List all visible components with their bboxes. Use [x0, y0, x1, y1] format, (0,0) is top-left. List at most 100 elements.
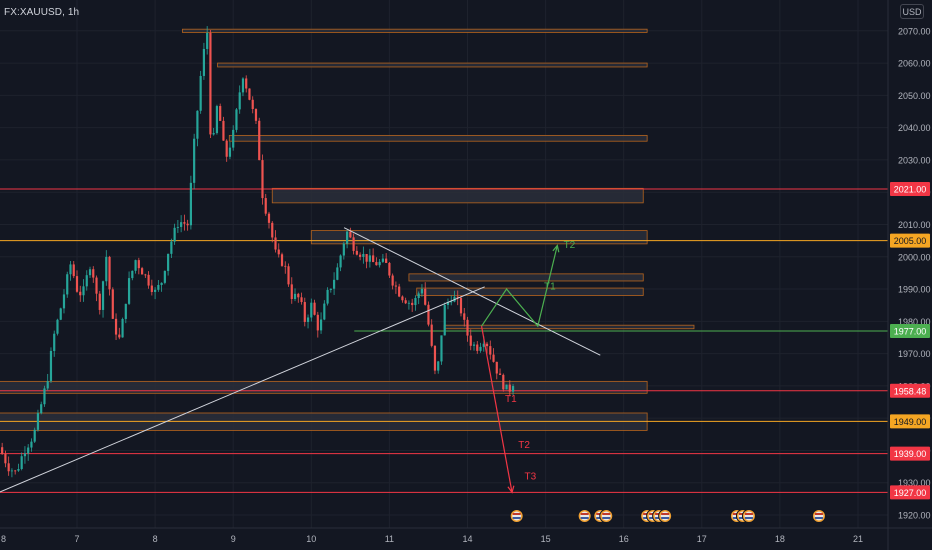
candle-body — [466, 319, 469, 336]
bull-target-label: T1 — [544, 282, 556, 293]
supply-demand-zones — [0, 28, 695, 431]
symbol-title[interactable]: FX:XAUUSD, 1h — [4, 7, 80, 18]
time-tick-label: 18 — [775, 534, 785, 544]
price-zone — [228, 134, 648, 142]
candle-body — [404, 300, 407, 304]
time-tick-label: 9 — [231, 534, 236, 544]
price-tick-label: 1980.00 — [898, 317, 931, 327]
time-tick-label: 14 — [462, 534, 472, 544]
candle-body — [23, 453, 27, 457]
event-flag-stripe — [602, 517, 611, 519]
candle-body — [450, 301, 453, 303]
level-price-tag-label: 1949.00 — [894, 417, 927, 427]
time-tick-label: 10 — [306, 534, 316, 544]
candle-body — [4, 454, 7, 464]
event-flags — [509, 509, 826, 523]
candle-body — [293, 293, 297, 300]
event-flag-face — [580, 511, 590, 521]
level-price-tag — [890, 485, 930, 500]
event-flag-stripe — [744, 513, 753, 515]
event-flag-icon[interactable] — [658, 509, 673, 523]
candle-body — [193, 138, 196, 183]
level-price-tag-label: 2005.00 — [894, 236, 927, 246]
candle-body — [433, 345, 437, 371]
event-flag-icon[interactable] — [509, 509, 524, 523]
grid — [0, 0, 888, 528]
candle-body — [127, 278, 131, 304]
candle-body — [489, 346, 492, 355]
candle-body — [43, 388, 46, 405]
candle-body — [7, 463, 10, 472]
event-flag-icon[interactable] — [577, 509, 592, 523]
bull-projection-arrowhead — [552, 244, 560, 253]
candle-body — [131, 270, 134, 279]
candle-body — [33, 429, 36, 442]
candle-body — [111, 289, 114, 319]
bear-projection-arrowhead — [507, 485, 515, 494]
candle-body — [95, 277, 98, 294]
candle-body — [388, 262, 391, 276]
candle-body — [228, 147, 232, 157]
bear-target-label: T2 — [518, 440, 530, 451]
level-price-tag-label: 1977.00 — [894, 327, 927, 337]
candle-body — [284, 265, 287, 267]
candle-body — [167, 253, 170, 271]
time-tick-label: 8 — [1, 534, 6, 544]
level-price-tag-label: 1958.48 — [894, 386, 927, 396]
candlesticks — [1, 26, 515, 478]
candle-body — [154, 289, 157, 292]
candle-body — [215, 106, 219, 134]
time-tick-label: 17 — [697, 534, 707, 544]
candle-body — [345, 231, 349, 244]
candle-body — [297, 293, 300, 298]
candle-body — [495, 361, 498, 374]
candle-body — [267, 213, 271, 223]
candle-body — [271, 222, 274, 238]
candle-body — [170, 241, 173, 254]
candle-body — [274, 237, 277, 250]
time-tick-label: 16 — [619, 534, 629, 544]
price-zone — [182, 28, 648, 33]
candle-body — [498, 373, 502, 375]
event-flag-icon[interactable] — [741, 509, 756, 523]
candle-body — [144, 274, 147, 276]
price-tick-label: 2040.00 — [898, 123, 931, 133]
event-flag-icon[interactable] — [811, 509, 826, 523]
candle-body — [437, 361, 440, 371]
event-flag-stripe — [602, 513, 611, 515]
candle-body — [212, 133, 215, 135]
price-zone — [416, 287, 644, 296]
level-price-tag — [890, 446, 930, 461]
candle-body — [398, 286, 401, 297]
currency-button[interactable]: USD — [900, 4, 924, 19]
candle-body — [417, 293, 420, 299]
candle-body — [277, 249, 280, 255]
candle-body — [339, 255, 342, 268]
candle-body — [329, 288, 332, 290]
candle-body — [482, 343, 485, 347]
candle-body — [46, 381, 49, 389]
candle-body — [355, 250, 358, 255]
candle-body — [440, 335, 443, 362]
level-price-tag — [890, 324, 930, 339]
event-flag-stripe — [814, 513, 823, 515]
candle-body — [254, 109, 258, 121]
candle-body — [414, 298, 417, 306]
candle-body — [199, 75, 202, 111]
candle-body — [303, 302, 306, 322]
candle-body — [446, 301, 450, 306]
time-tick-label: 11 — [385, 534, 394, 544]
level-price-tag — [890, 414, 930, 429]
candle-body — [40, 404, 43, 414]
event-flag-stripe — [744, 517, 753, 519]
event-flag-stripe — [580, 513, 589, 515]
event-flag-stripe — [512, 513, 521, 515]
candle-body — [505, 384, 508, 390]
candle-body — [196, 110, 199, 139]
event-flag-stripe — [661, 513, 670, 515]
candle-body — [258, 120, 261, 161]
event-flag-icon[interactable] — [599, 509, 614, 523]
candle-body — [492, 354, 495, 362]
